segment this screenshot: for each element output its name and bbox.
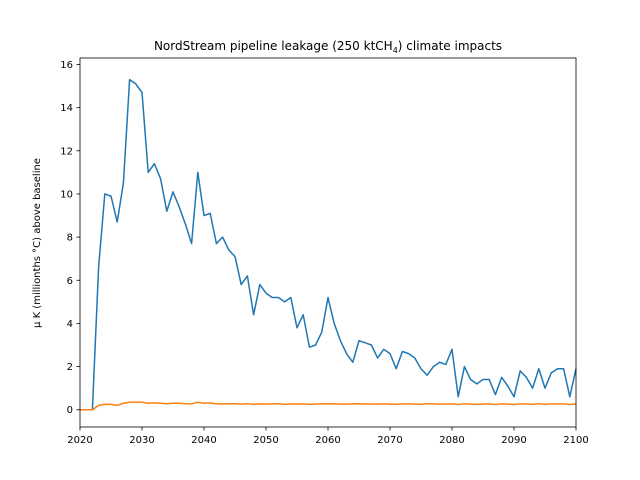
y-tick-label: 6 [67,276,73,287]
y-tick-label: 0 [67,405,73,416]
series-layer [80,78,577,411]
chart-title: NordStream pipeline leakage (250 ktCH4) … [154,39,502,55]
series-line-2 [80,401,577,411]
y-tick-label: 14 [60,103,73,114]
x-tick-label: 2020 [67,435,92,446]
x-tick-label: 2100 [563,435,588,446]
x-tick-label: 2040 [191,435,216,446]
y-tick-label: 10 [60,189,73,200]
x-tick-label: 2060 [315,435,340,446]
x-tick-label: 2030 [129,435,154,446]
y-axis-label: μ K (millionths °C) above baseline [32,158,43,328]
y-tick-label: 2 [67,362,73,373]
series-line-1 [80,78,577,411]
y-tick-label: 8 [67,233,73,244]
y-tick-label: 4 [67,319,73,330]
y-tick-label: 12 [60,146,73,157]
x-tick-label: 2090 [501,435,526,446]
x-tick-label: 2070 [377,435,402,446]
ticks-layer: 2020 2030 2040 2050 2060 2070 2080 2090 2100 0 2 4 6… [60,60,588,446]
x-tick-label: 2050 [253,435,278,446]
x-tick-label: 2080 [439,435,464,446]
plot-frame [79,57,577,428]
y-tick-label: 16 [60,60,73,71]
